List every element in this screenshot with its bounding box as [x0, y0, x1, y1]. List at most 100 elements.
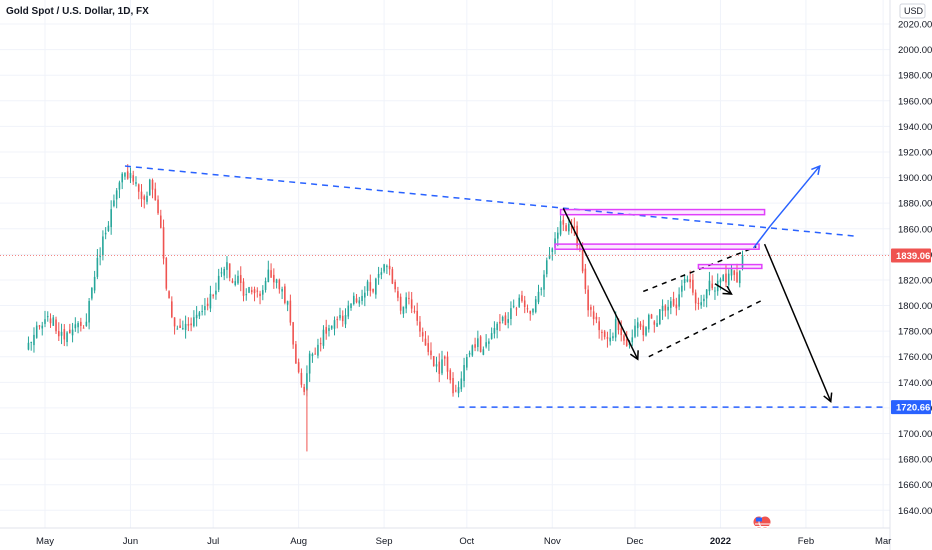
candle-body	[239, 275, 242, 283]
candle-body	[253, 289, 256, 294]
candle-body	[231, 280, 234, 283]
candle-body	[391, 269, 394, 284]
candle-body	[653, 321, 656, 325]
x-tick-label: Feb	[798, 536, 814, 547]
support-price-tag	[891, 400, 931, 415]
y-tick-label: 1800.00	[898, 301, 932, 312]
candle-body	[568, 223, 570, 232]
candle-body	[325, 327, 328, 334]
candle-body	[319, 343, 322, 345]
candle-body	[625, 339, 628, 346]
candle-body	[639, 323, 642, 327]
candle-body	[77, 323, 79, 328]
candle-body	[565, 225, 567, 231]
time-axis[interactable]: May Jun Jul Aug Sep Oct Nov Dec 2022 Feb Mar	[36, 536, 891, 547]
candle-body	[410, 299, 413, 309]
candle-body	[182, 328, 184, 330]
resistance-zone-middle	[554, 243, 760, 250]
candle-body	[369, 282, 372, 291]
x-tick-label: Oct	[459, 536, 474, 547]
channel-lower-line	[648, 299, 763, 358]
candle-body	[377, 273, 380, 278]
candle-body	[738, 270, 741, 284]
candle-body	[137, 184, 140, 192]
candle-body	[501, 316, 504, 321]
candle-body	[336, 319, 339, 321]
arrow-small-head	[722, 285, 733, 295]
currency-button[interactable]	[899, 3, 926, 19]
y-tick-label: 1980.00	[898, 71, 932, 82]
candle-body	[477, 338, 479, 347]
candle-body	[694, 292, 697, 304]
last-price-tag	[891, 248, 931, 263]
candle-body	[386, 265, 388, 268]
candle-body	[661, 305, 664, 312]
candle-body	[614, 319, 617, 338]
candle-body	[496, 323, 498, 330]
candle-body	[297, 362, 300, 373]
candle-body	[424, 338, 427, 346]
candle-body	[352, 295, 355, 305]
candle-body	[711, 283, 713, 289]
candle-body	[736, 272, 738, 283]
candle-body	[623, 335, 625, 341]
candle-body	[264, 281, 267, 290]
candle-body	[579, 247, 581, 249]
candle-body	[278, 279, 281, 290]
candle-body	[52, 317, 55, 326]
candle-body	[286, 301, 289, 305]
candle-body	[466, 357, 468, 368]
candle-body	[333, 320, 336, 329]
candle-body	[140, 191, 143, 200]
candle-body	[463, 365, 465, 382]
candle-body	[372, 288, 374, 292]
candle-body	[518, 297, 521, 307]
candle-body	[306, 373, 308, 391]
candle-body	[427, 343, 430, 352]
candle-body	[449, 370, 452, 381]
candle-body	[184, 323, 187, 330]
candle-body	[339, 314, 341, 319]
candle-body	[686, 279, 689, 282]
candle-body	[322, 329, 325, 346]
candle-body	[457, 387, 460, 394]
candle-body	[664, 305, 667, 311]
candle-body	[587, 289, 589, 311]
candle-body	[584, 268, 587, 290]
candle-body	[493, 328, 496, 334]
candle-body	[432, 355, 435, 367]
candle-body	[499, 321, 501, 324]
candle-body	[217, 275, 220, 290]
annotations	[0, 164, 890, 408]
candle-body	[193, 317, 195, 327]
candle-body	[143, 196, 146, 200]
candle-body	[330, 325, 333, 329]
candle-body	[416, 310, 418, 321]
candle-body	[532, 308, 534, 313]
candle-body	[562, 219, 565, 225]
candle-body	[107, 225, 110, 231]
candle-body	[259, 293, 261, 297]
candle-body	[645, 327, 647, 336]
candle-body	[212, 295, 214, 297]
candle-body	[93, 276, 96, 291]
candle-body	[30, 341, 33, 343]
candle-body	[190, 323, 192, 326]
candle-body	[341, 315, 344, 322]
candle-body	[60, 331, 63, 336]
candle-body	[187, 324, 190, 326]
candle-body	[275, 279, 278, 283]
candle-body	[733, 270, 736, 275]
candle-body	[681, 285, 683, 292]
candle-body	[289, 300, 292, 323]
candle-body	[540, 288, 543, 290]
candle-body	[617, 318, 620, 331]
candle-body	[364, 292, 366, 298]
candle-body	[609, 337, 611, 342]
candle-body	[573, 226, 576, 228]
us-flag-events-icon[interactable]	[752, 515, 772, 529]
candle-body	[223, 268, 226, 276]
candle-body	[234, 281, 237, 285]
y-tick-label: 1820.00	[898, 275, 932, 286]
